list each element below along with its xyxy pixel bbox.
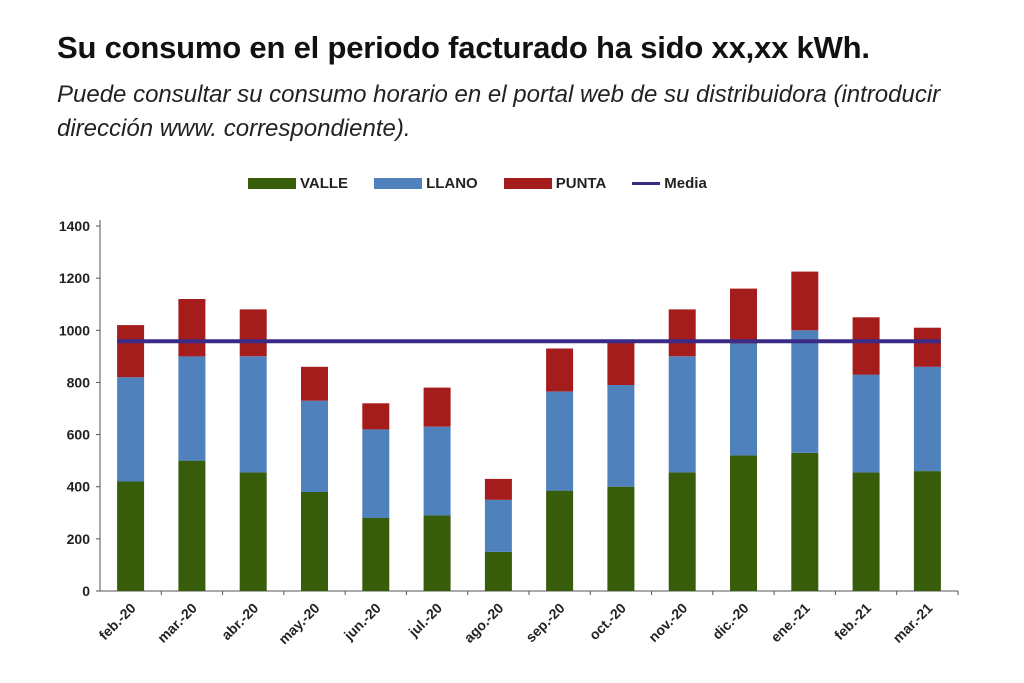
x-tick-label: ene.-21: [767, 600, 813, 646]
legend-swatch-valle: [248, 177, 296, 189]
bar-llano: [117, 377, 145, 482]
legend-swatch-punta: [503, 177, 552, 189]
x-tick-label: oct.-20: [586, 600, 629, 643]
legend-item-valle: VALLE: [248, 175, 348, 192]
y-tick-label: 600: [67, 427, 91, 443]
bar-punta: [791, 271, 819, 331]
bar-llano: [362, 429, 390, 518]
legend-item-media: Media: [632, 175, 707, 192]
bar-valle: [178, 460, 206, 591]
legend-label-valle: VALLE: [300, 174, 349, 192]
bar-valle: [423, 515, 451, 591]
x-tick-label: jul.-20: [405, 600, 446, 641]
y-tick-label: 1400: [59, 218, 90, 234]
bar-llano: [607, 385, 635, 487]
x-tick-label: feb.-20: [96, 600, 139, 643]
legend-item-llano: LLANO: [374, 175, 478, 192]
x-tick-label: jun.-20: [340, 600, 384, 644]
bar-punta: [913, 327, 941, 367]
y-tick-label: 800: [67, 374, 91, 390]
page-subtitle: Puede consultar su consumo horario en el…: [57, 81, 941, 142]
bar-punta: [730, 288, 757, 344]
legend-label-media: Media: [664, 174, 707, 192]
x-tick-label: mar.-20: [154, 600, 200, 646]
bar-valle: [668, 472, 696, 591]
x-tick-label: feb.-21: [831, 600, 874, 643]
bar-valle: [607, 486, 635, 591]
x-tick-label: nov.-20: [645, 600, 690, 645]
bar-valle: [117, 481, 145, 591]
bar-punta: [852, 317, 880, 375]
chart-legend: VALLE LLANO PUNTA Media: [248, 172, 733, 194]
bar-valle: [852, 472, 880, 591]
legend-item-punta: PUNTA: [503, 174, 607, 192]
bar-llano: [668, 356, 696, 473]
bar-valle: [301, 491, 328, 591]
bar-punta: [362, 403, 390, 430]
bar-punta: [117, 325, 145, 378]
bar-llano: [730, 343, 757, 456]
x-tick-label: ago.-20: [461, 600, 507, 646]
bar-punta: [668, 309, 696, 357]
bar-llano: [484, 499, 512, 552]
bar-punta: [301, 366, 328, 401]
y-tick-label: 1000: [59, 322, 90, 338]
x-tick-label: sep.-20: [522, 600, 568, 646]
page-title: Su consumo en el periodo facturado ha si…: [57, 30, 870, 65]
x-tick-label: dic.-20: [709, 600, 752, 643]
y-tick-label: 0: [82, 583, 90, 599]
bar-llano: [423, 426, 451, 516]
legend-label-punta: PUNTA: [555, 174, 607, 192]
legend-swatch-media: [632, 181, 661, 185]
y-tick-label: 200: [67, 531, 91, 547]
bar-valle: [913, 471, 941, 591]
legend-swatch-llano: [374, 177, 423, 189]
bar-valle: [362, 518, 390, 591]
bar-valle: [546, 490, 574, 591]
x-tick-label: mar.-21: [889, 600, 935, 646]
legend-label-llano: LLANO: [426, 174, 478, 192]
x-tick-label: may.-20: [275, 600, 323, 648]
y-tick-label: 400: [67, 479, 91, 495]
bar-punta: [484, 478, 512, 500]
bar-llano: [301, 400, 328, 492]
bar-punta: [423, 387, 451, 427]
bar-llano: [791, 330, 819, 453]
bar-valle: [730, 455, 757, 591]
bar-valle: [239, 472, 267, 591]
bar-punta: [607, 340, 635, 385]
bar-llano: [239, 356, 267, 473]
y-tick-label: 1200: [59, 270, 90, 286]
x-tick-label: abr.-20: [218, 600, 261, 643]
bar-punta: [178, 299, 206, 357]
bar-punta: [546, 348, 574, 392]
bar-valle: [791, 452, 819, 591]
bar-punta: [239, 309, 267, 357]
bar-llano: [546, 391, 574, 491]
bar-llano: [178, 356, 206, 461]
bar-llano: [852, 374, 880, 473]
bar-valle: [484, 551, 512, 591]
bar-llano: [913, 366, 941, 472]
